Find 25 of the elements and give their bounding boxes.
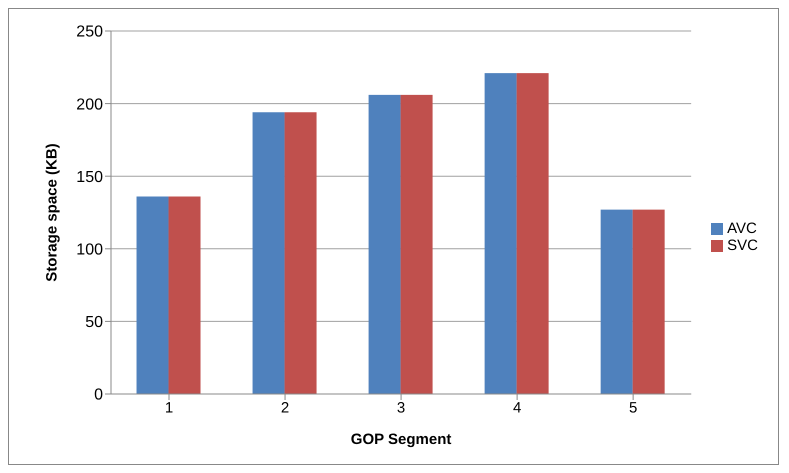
legend-label: SVC — [727, 236, 758, 254]
bar — [368, 94, 401, 394]
bar — [284, 112, 317, 394]
y-tick-label: 150 — [76, 168, 104, 186]
x-tick-label: 5 — [628, 400, 638, 417]
y-tick-label: 250 — [76, 24, 104, 41]
x-axis-title: GOP Segment — [350, 431, 452, 448]
y-tick-label: 50 — [85, 314, 104, 332]
y-tick-label: 0 — [94, 386, 104, 404]
y-tick-label: 100 — [76, 241, 104, 258]
bar — [484, 73, 517, 394]
bar — [400, 94, 433, 394]
legend-label: AVC — [727, 220, 757, 236]
x-tick-label: 3 — [396, 400, 406, 417]
x-tick-label: 2 — [280, 400, 290, 417]
y-tick-label: 200 — [76, 96, 104, 114]
bar — [136, 196, 169, 394]
x-tick-label: 4 — [512, 400, 522, 417]
bar — [600, 210, 633, 394]
bar — [632, 210, 665, 394]
bar — [168, 196, 201, 394]
bar — [252, 112, 285, 394]
y-axis-title: Storage space (KB) — [43, 143, 60, 282]
x-tick-label: 1 — [164, 400, 174, 417]
bar — [516, 73, 549, 394]
